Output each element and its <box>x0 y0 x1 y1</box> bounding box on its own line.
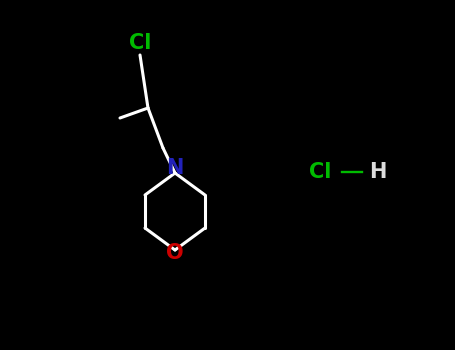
Text: N: N <box>167 158 184 178</box>
Text: O: O <box>166 243 184 263</box>
Text: Cl: Cl <box>309 162 331 182</box>
Text: H: H <box>369 162 387 182</box>
Text: Cl: Cl <box>129 33 151 53</box>
